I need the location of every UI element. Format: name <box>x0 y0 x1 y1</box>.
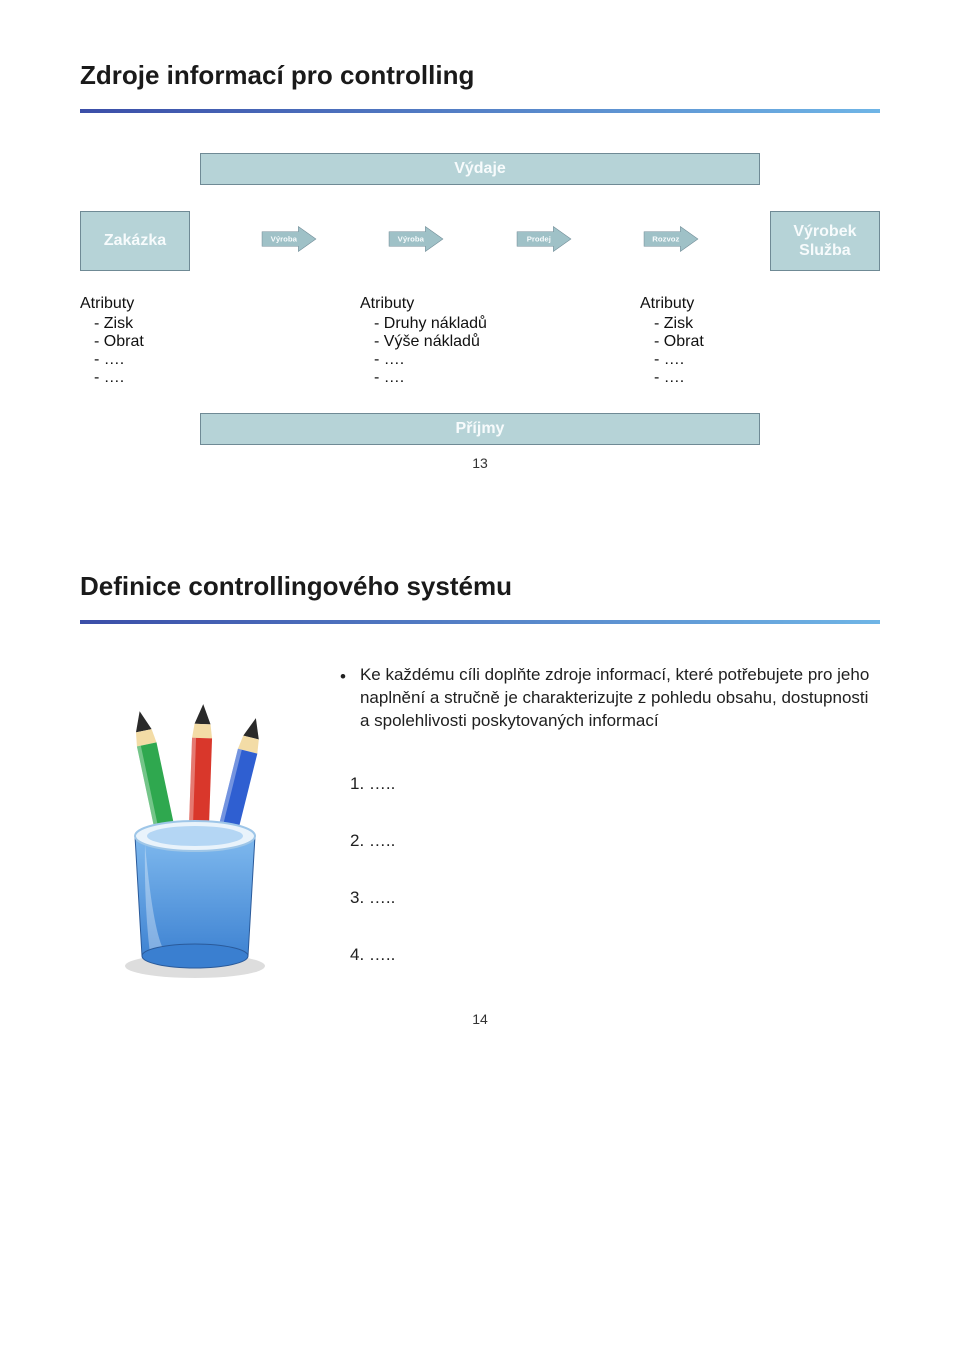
attributes-row: Atributy Zisk Obrat …. …. Atributy Druhy… <box>80 295 880 387</box>
list-item: Zisk <box>94 315 320 333</box>
svg-text:Prodej: Prodej <box>526 235 550 244</box>
attrs-col-3-header: Atributy <box>640 295 880 313</box>
flow-box-right-line2: Služba <box>799 242 851 259</box>
bullet-dot: • <box>340 664 346 733</box>
attrs-col-2: Atributy Druhy nákladů Výše nákladů …. …… <box>360 295 600 387</box>
process-flow-row: Zakázka Výroba Výroba Prodej Rozvoz Výro… <box>80 211 880 271</box>
attrs-col-1-header: Atributy <box>80 295 320 313</box>
flow-box-zakazka: Zakázka <box>80 211 190 271</box>
list-item: Druhy nákladů <box>374 315 600 333</box>
page-number-13: 13 <box>80 455 880 471</box>
title-rule-2 <box>80 620 880 624</box>
list-item: …. <box>374 369 600 387</box>
list-item: Obrat <box>654 333 880 351</box>
numbered-list: 1. ….. 2. ….. 3. ….. 4. ….. <box>340 773 880 967</box>
bullet-text: Ke každému cíli doplňte zdroje informací… <box>360 664 880 733</box>
list-item: 2. ….. <box>350 830 880 853</box>
attrs-col-1-list: Zisk Obrat …. …. <box>80 315 320 387</box>
list-item: …. <box>94 351 320 369</box>
slide-2-title: Definice controllingového systému <box>80 571 880 602</box>
list-item: 3. ….. <box>350 887 880 910</box>
attrs-col-1: Atributy Zisk Obrat …. …. <box>80 295 320 387</box>
flow-arrow-1: Výroba <box>261 211 317 267</box>
slide-2-body: • Ke každému cíli doplňte zdroje informa… <box>80 664 880 1001</box>
flow-box-right-line1: Výrobek <box>793 223 856 240</box>
slide-1: Zdroje informací pro controlling Výdaje … <box>0 0 960 491</box>
attrs-col-2-list: Druhy nákladů Výše nákladů …. …. <box>360 315 600 387</box>
attrs-col-2-header: Atributy <box>360 295 600 313</box>
flow-arrow-4: Rozvoz <box>643 211 699 267</box>
svg-text:Výroba: Výroba <box>271 235 298 244</box>
slide-2: Definice controllingového systému • Ke k… <box>0 491 960 1047</box>
income-bar: Příjmy <box>200 413 760 445</box>
list-item: 4. ….. <box>350 944 880 967</box>
flow-arrow-3: Prodej <box>516 211 572 267</box>
list-item: …. <box>94 369 320 387</box>
pencil-cup-icon <box>80 664 310 1001</box>
flow-box-vyrobek: Výrobek Služba <box>770 211 880 271</box>
flow-arrow-2: Výroba <box>388 211 444 267</box>
slide-2-text-column: • Ke každému cíli doplňte zdroje informa… <box>340 664 880 1001</box>
list-item: Výše nákladů <box>374 333 600 351</box>
attrs-col-3-list: Zisk Obrat …. …. <box>640 315 880 387</box>
slide-1-title: Zdroje informací pro controlling <box>80 60 880 91</box>
list-item: Zisk <box>654 315 880 333</box>
list-item: …. <box>654 369 880 387</box>
bullet-paragraph: • Ke každému cíli doplňte zdroje informa… <box>340 664 880 733</box>
expenses-bar: Výdaje <box>200 153 760 185</box>
list-item: Obrat <box>94 333 320 351</box>
page-number-14: 14 <box>80 1011 880 1027</box>
list-item: …. <box>654 351 880 369</box>
svg-text:Rozvoz: Rozvoz <box>652 235 679 244</box>
title-rule-1 <box>80 109 880 113</box>
svg-text:Výroba: Výroba <box>398 235 425 244</box>
attrs-col-3: Atributy Zisk Obrat …. …. <box>640 295 880 387</box>
list-item: …. <box>374 351 600 369</box>
list-item: 1. ….. <box>350 773 880 796</box>
